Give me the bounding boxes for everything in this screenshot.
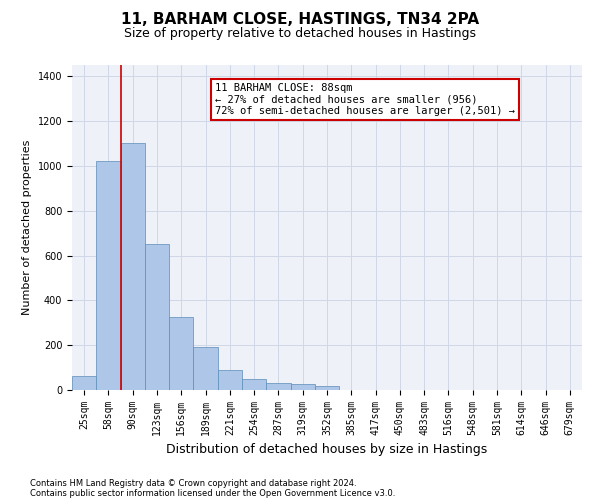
Bar bbox=[72, 376, 96, 390]
Bar bbox=[169, 317, 193, 390]
Text: Size of property relative to detached houses in Hastings: Size of property relative to detached ho… bbox=[124, 28, 476, 40]
Text: Contains public sector information licensed under the Open Government Licence v3: Contains public sector information licen… bbox=[30, 488, 395, 498]
Bar bbox=[145, 244, 169, 390]
Bar bbox=[218, 370, 242, 390]
Bar bbox=[290, 384, 315, 390]
X-axis label: Distribution of detached houses by size in Hastings: Distribution of detached houses by size … bbox=[166, 444, 488, 456]
Bar bbox=[96, 162, 121, 390]
Bar bbox=[193, 348, 218, 390]
Text: 11, BARHAM CLOSE, HASTINGS, TN34 2PA: 11, BARHAM CLOSE, HASTINGS, TN34 2PA bbox=[121, 12, 479, 28]
Bar bbox=[266, 384, 290, 390]
Text: 11 BARHAM CLOSE: 88sqm
← 27% of detached houses are smaller (956)
72% of semi-de: 11 BARHAM CLOSE: 88sqm ← 27% of detached… bbox=[215, 83, 515, 116]
Bar bbox=[242, 380, 266, 390]
Y-axis label: Number of detached properties: Number of detached properties bbox=[22, 140, 32, 315]
Bar bbox=[121, 144, 145, 390]
Text: Contains HM Land Registry data © Crown copyright and database right 2024.: Contains HM Land Registry data © Crown c… bbox=[30, 478, 356, 488]
Bar bbox=[315, 386, 339, 390]
